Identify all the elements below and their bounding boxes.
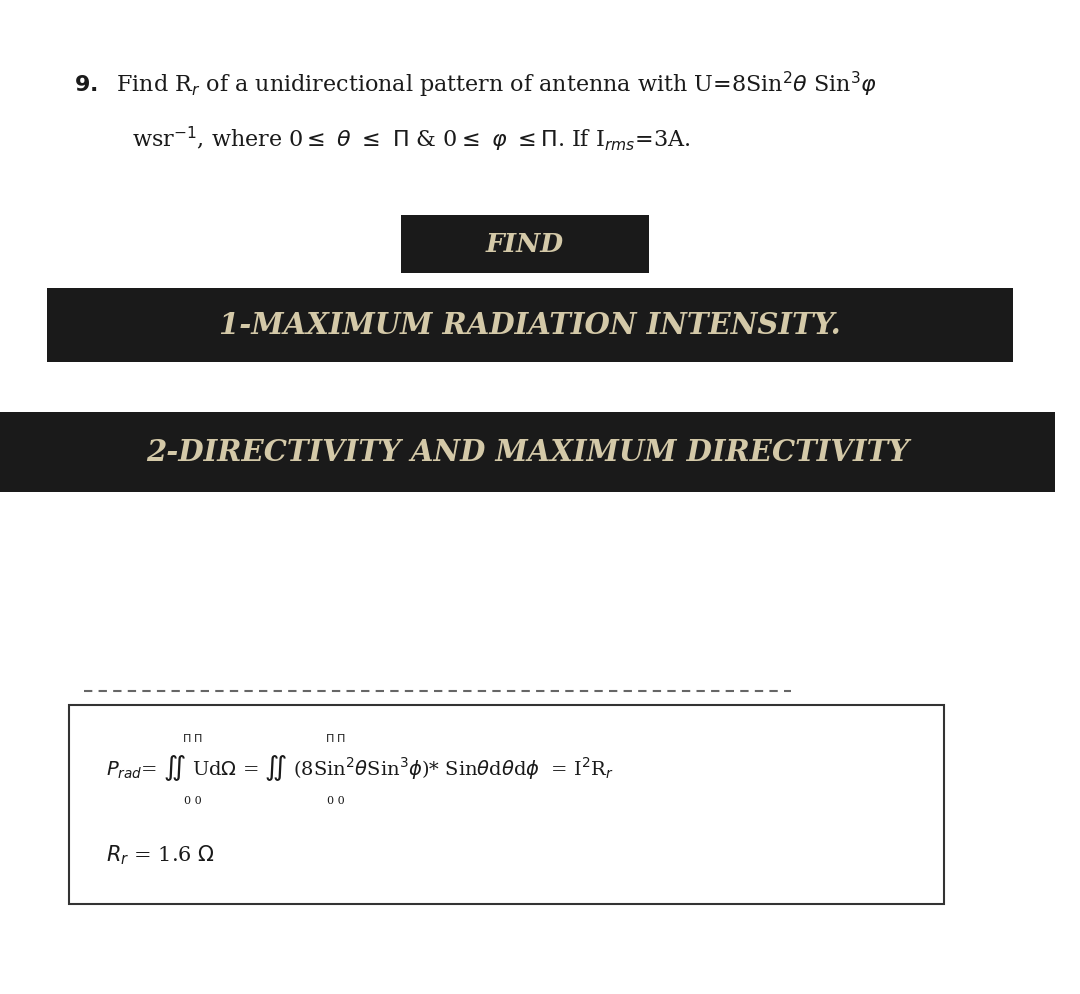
Text: 0 0: 0 0 <box>326 795 345 805</box>
FancyBboxPatch shape <box>69 706 944 905</box>
FancyBboxPatch shape <box>48 288 1013 363</box>
Text: 2-DIRECTIVITY AND MAXIMUM DIRECTIVITY: 2-DIRECTIVITY AND MAXIMUM DIRECTIVITY <box>146 437 909 467</box>
Text: $P_{rad}$= $\int\!\!\int$ Ud$\Omega$ = $\int\!\!\int$ (8Sin$^2\theta$Sin$^3\phi$: $P_{rad}$= $\int\!\!\int$ Ud$\Omega$ = $… <box>106 752 613 782</box>
Text: $R_r$ = 1.6 $\Omega$: $R_r$ = 1.6 $\Omega$ <box>106 843 214 867</box>
Text: $\Pi$ $\Pi$: $\Pi$ $\Pi$ <box>325 732 346 744</box>
FancyBboxPatch shape <box>401 216 649 273</box>
Text: wsr$^{-1}$, where 0$\leq$ $\theta$ $\leq$ $\Pi$ & 0$\leq$ $\varphi$ $\leq$$\Pi$.: wsr$^{-1}$, where 0$\leq$ $\theta$ $\leq… <box>132 124 690 153</box>
FancyBboxPatch shape <box>0 413 1055 492</box>
Text: $\Pi$ $\Pi$: $\Pi$ $\Pi$ <box>183 732 204 744</box>
Text: 1-MAXIMUM RADIATION INTENSITY.: 1-MAXIMUM RADIATION INTENSITY. <box>219 311 841 340</box>
Text: FIND: FIND <box>486 232 564 257</box>
Text: 0 0: 0 0 <box>185 795 202 805</box>
Text: $\mathbf{9.}$  Find R$_r$ of a unidirectional pattern of antenna with U=8Sin$^2\: $\mathbf{9.}$ Find R$_r$ of a unidirecti… <box>73 70 877 99</box>
